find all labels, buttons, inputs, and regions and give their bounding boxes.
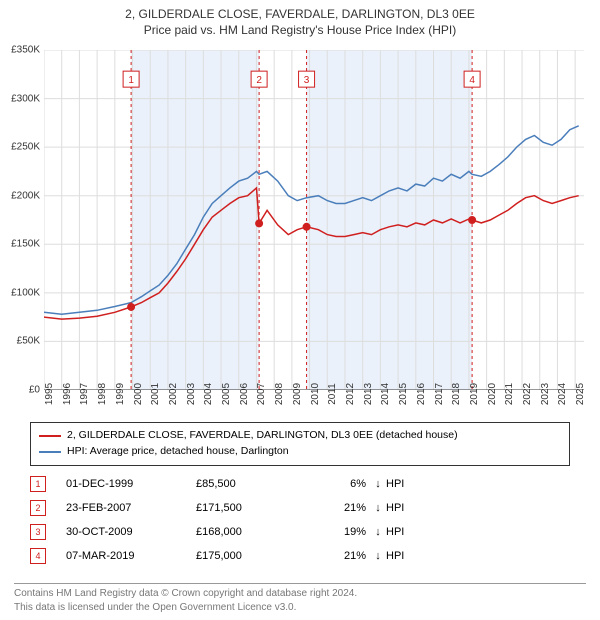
sale-marker-2: 2 <box>30 500 46 516</box>
svg-text:4: 4 <box>469 75 475 86</box>
x-tick-label: 2025 <box>575 383 586 405</box>
sale-pct: 19% <box>306 526 370 538</box>
y-tick-label: £350K <box>11 45 40 56</box>
sale-date: 23-FEB-2007 <box>66 502 196 514</box>
sale-marker-3: 3 <box>30 524 46 540</box>
legend-item-hpi: HPI: Average price, detached house, Darl… <box>39 444 561 460</box>
down-arrow-icon: ↓ <box>370 478 386 490</box>
sale-hpi-label: HPI <box>386 526 426 538</box>
sales-row: 2 23-FEB-2007 £171,500 21% ↓ HPI <box>30 496 570 520</box>
x-tick-label: 2013 <box>363 383 374 405</box>
x-tick-label: 2007 <box>256 383 267 405</box>
down-arrow-icon: ↓ <box>370 550 386 562</box>
sale-date: 07-MAR-2019 <box>66 550 196 562</box>
x-tick-label: 2008 <box>274 383 285 405</box>
legend-item-property: 2, GILDERDALE CLOSE, FAVERDALE, DARLINGT… <box>39 428 561 444</box>
sale-price: £171,500 <box>196 502 306 514</box>
x-tick-label: 2021 <box>504 383 515 405</box>
x-tick-label: 2016 <box>416 383 427 405</box>
sales-row: 1 01-DEC-1999 £85,500 6% ↓ HPI <box>30 472 570 496</box>
y-tick-label: £200K <box>11 190 40 201</box>
x-tick-label: 2002 <box>168 383 179 405</box>
x-tick-label: 2004 <box>203 383 214 405</box>
x-tick-label: 2010 <box>310 383 321 405</box>
footer: Contains HM Land Registry data © Crown c… <box>14 583 586 614</box>
svg-text:3: 3 <box>304 75 310 86</box>
x-tick-label: 2014 <box>380 383 391 405</box>
sales-row: 3 30-OCT-2009 £168,000 19% ↓ HPI <box>30 520 570 544</box>
x-tick-label: 2000 <box>133 383 144 405</box>
x-tick-label: 1999 <box>115 383 126 405</box>
title-block: 2, GILDERDALE CLOSE, FAVERDALE, DARLINGT… <box>0 0 600 38</box>
x-tick-label: 2018 <box>451 383 462 405</box>
x-tick-label: 2009 <box>292 383 303 405</box>
x-tick-label: 1998 <box>97 383 108 405</box>
x-tick-label: 2003 <box>186 383 197 405</box>
sale-pct: 21% <box>306 550 370 562</box>
sale-hpi-label: HPI <box>386 478 426 490</box>
x-tick-label: 2015 <box>398 383 409 405</box>
chart-container: 2, GILDERDALE CLOSE, FAVERDALE, DARLINGT… <box>0 0 600 620</box>
y-tick-label: £0 <box>29 385 40 396</box>
legend: 2, GILDERDALE CLOSE, FAVERDALE, DARLINGT… <box>30 422 570 466</box>
y-tick-label: £250K <box>11 142 40 153</box>
x-tick-label: 2001 <box>150 383 161 405</box>
x-tick-label: 2011 <box>327 383 338 405</box>
x-tick-label: 2005 <box>221 383 232 405</box>
sale-date: 01-DEC-1999 <box>66 478 196 490</box>
legend-label-hpi: HPI: Average price, detached house, Darl… <box>67 444 289 460</box>
down-arrow-icon: ↓ <box>370 526 386 538</box>
y-tick-label: £100K <box>11 287 40 298</box>
y-tick-label: £300K <box>11 93 40 104</box>
legend-label-property: 2, GILDERDALE CLOSE, FAVERDALE, DARLINGT… <box>67 428 458 444</box>
x-tick-label: 2019 <box>469 383 480 405</box>
legend-swatch-property <box>39 435 61 437</box>
sales-row: 4 07-MAR-2019 £175,000 21% ↓ HPI <box>30 544 570 568</box>
sale-hpi-label: HPI <box>386 502 426 514</box>
sale-marker-1: 1 <box>30 476 46 492</box>
x-tick-label: 1996 <box>62 383 73 405</box>
down-arrow-icon: ↓ <box>370 502 386 514</box>
x-tick-label: 2006 <box>239 383 250 405</box>
x-tick-label: 2012 <box>345 383 356 405</box>
sale-hpi-label: HPI <box>386 550 426 562</box>
x-tick-label: 2017 <box>434 383 445 405</box>
chart-svg: 1 2 3 4 <box>44 50 584 390</box>
legend-swatch-hpi <box>39 451 61 453</box>
title-line-1: 2, GILDERDALE CLOSE, FAVERDALE, DARLINGT… <box>0 6 600 22</box>
svg-text:1: 1 <box>128 75 134 86</box>
footer-line-1: Contains HM Land Registry data © Crown c… <box>14 587 586 601</box>
x-tick-label: 2020 <box>487 383 498 405</box>
chart-area: 1234 £0£50K£100K£150K£200K£250K£300K£350… <box>44 50 584 390</box>
sale-price: £168,000 <box>196 526 306 538</box>
sale-pct: 21% <box>306 502 370 514</box>
sale-price: £175,000 <box>196 550 306 562</box>
y-tick-label: £150K <box>11 239 40 250</box>
x-tick-label: 2023 <box>540 383 551 405</box>
sale-pct: 6% <box>306 478 370 490</box>
svg-text:2: 2 <box>256 75 262 86</box>
title-line-2: Price paid vs. HM Land Registry's House … <box>0 22 600 38</box>
x-tick-label: 2022 <box>522 383 533 405</box>
x-tick-label: 2024 <box>557 383 568 405</box>
sales-table: 1 01-DEC-1999 £85,500 6% ↓ HPI 2 23-FEB-… <box>30 472 570 568</box>
x-tick-label: 1997 <box>79 383 90 405</box>
sale-price: £85,500 <box>196 478 306 490</box>
sale-marker-4: 4 <box>30 548 46 564</box>
x-tick-label: 1995 <box>44 383 55 405</box>
y-tick-label: £50K <box>17 336 40 347</box>
footer-line-2: This data is licensed under the Open Gov… <box>14 601 586 615</box>
sale-date: 30-OCT-2009 <box>66 526 196 538</box>
